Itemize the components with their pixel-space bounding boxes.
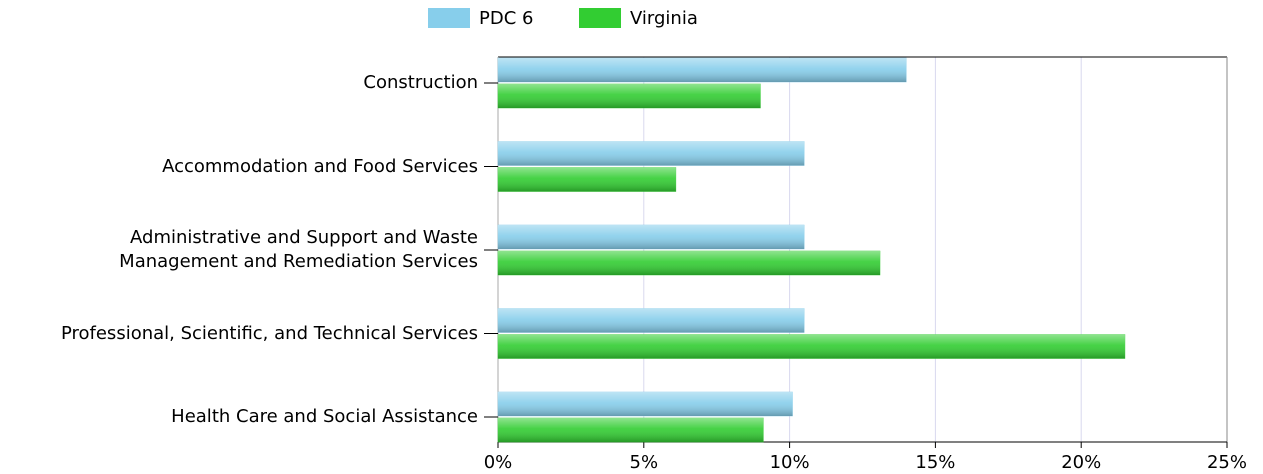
bar-shine [498, 392, 793, 416]
legend-swatch [428, 8, 470, 28]
bar-shine [498, 308, 805, 333]
legend-swatch [579, 8, 621, 28]
x-tick-label: 0% [484, 452, 513, 473]
x-tick-label: 20% [1061, 452, 1101, 473]
y-tick-label: Construction [363, 72, 478, 93]
x-tick-label: 10% [770, 452, 810, 473]
x-tick-label: 5% [630, 452, 659, 473]
legend-label: PDC 6 [479, 8, 533, 29]
bar-shine [498, 251, 880, 275]
bar-shine [498, 167, 676, 192]
y-tick-label: Administrative and Support and Waste Man… [119, 227, 478, 272]
y-tick-label: Health Care and Social Assistance [171, 406, 478, 427]
bar-shine [498, 225, 805, 249]
y-tick-label: Accommodation and Food Services [162, 155, 478, 177]
bar-shine [498, 334, 1125, 359]
legend-label: Virginia [630, 8, 698, 29]
bar-shine [498, 58, 907, 82]
bar-shine [498, 84, 761, 108]
y-tick-label: Professional, Scientific, and Technical … [60, 322, 478, 344]
x-tick-label: 15% [915, 452, 955, 473]
x-tick-label: 25% [1207, 452, 1247, 473]
bar-shine [498, 418, 764, 442]
bar-shine [498, 141, 805, 166]
